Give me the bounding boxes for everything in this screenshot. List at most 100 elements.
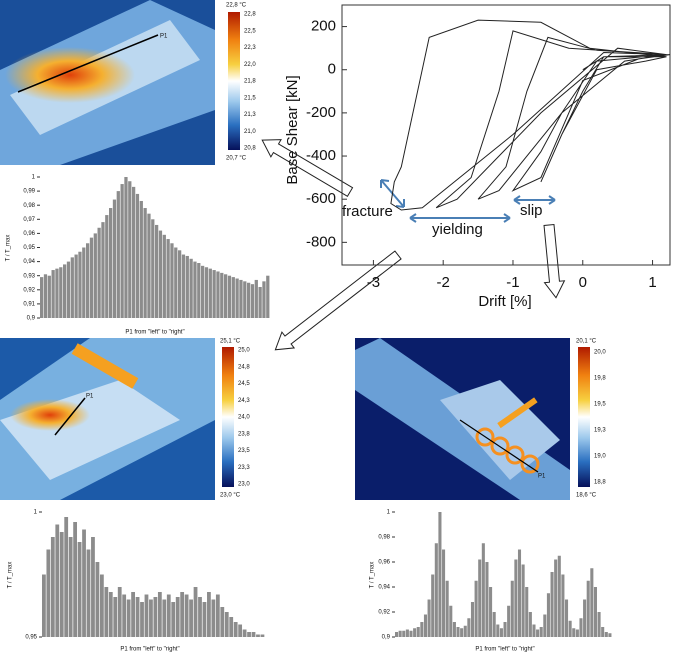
bar bbox=[162, 599, 167, 637]
bar bbox=[42, 574, 46, 637]
colorbar-tick-label: 23,5 bbox=[238, 448, 250, 454]
bar bbox=[247, 282, 251, 318]
y-tick-label: 0,95 bbox=[23, 245, 35, 251]
bar bbox=[78, 251, 82, 318]
y-tick-label: 0,97 bbox=[23, 217, 35, 223]
bar bbox=[463, 625, 467, 637]
bar bbox=[492, 612, 496, 637]
bar bbox=[166, 594, 171, 637]
bar bbox=[402, 630, 406, 637]
bar bbox=[220, 272, 224, 318]
colorbar-tick-label: 22,0 bbox=[244, 62, 256, 68]
bar bbox=[143, 208, 147, 318]
x-tick-label: 1 bbox=[648, 274, 656, 291]
y-tick-label: 0,92 bbox=[378, 610, 390, 616]
bar bbox=[554, 559, 558, 637]
colorbar-tick-label: 20,0 bbox=[594, 350, 606, 356]
bar bbox=[427, 599, 431, 637]
y-tick-label: 0,96 bbox=[378, 560, 390, 566]
colorbar-tick-label: 18,8 bbox=[594, 480, 606, 486]
bar bbox=[101, 222, 105, 318]
colorbar bbox=[228, 12, 240, 150]
bar bbox=[398, 630, 402, 637]
bar bbox=[66, 261, 71, 318]
bar bbox=[250, 284, 255, 318]
bar bbox=[89, 237, 94, 318]
bar bbox=[135, 193, 140, 318]
bar bbox=[409, 630, 413, 637]
bar bbox=[215, 594, 220, 637]
bar bbox=[63, 264, 67, 318]
bar bbox=[514, 559, 518, 637]
y-axis-label: T / T_max bbox=[6, 235, 12, 262]
colorbar-tick-label: 24,3 bbox=[238, 398, 250, 404]
bar bbox=[122, 594, 127, 637]
plot-frame bbox=[341, 4, 671, 266]
bar bbox=[561, 574, 565, 637]
bar bbox=[597, 612, 601, 637]
bar bbox=[50, 537, 55, 637]
marker-label: P1 bbox=[160, 34, 168, 40]
bar bbox=[59, 267, 63, 318]
bar bbox=[220, 607, 225, 637]
bar bbox=[481, 543, 485, 637]
thermal-image: P1 22,8 °C 20,7 °C bbox=[0, 0, 247, 165]
bar bbox=[158, 230, 163, 318]
colorbar bbox=[222, 347, 234, 487]
bar bbox=[474, 580, 478, 637]
bar bbox=[40, 277, 44, 318]
bar bbox=[251, 632, 256, 637]
bar bbox=[528, 612, 532, 637]
bar bbox=[212, 270, 216, 318]
bar bbox=[546, 593, 550, 637]
bar bbox=[105, 215, 109, 318]
y-tick-label: 1 bbox=[387, 510, 391, 516]
bar bbox=[467, 618, 471, 637]
y-tick-label: 0,98 bbox=[23, 203, 35, 209]
x-tick-label: -1 bbox=[506, 274, 519, 291]
bar bbox=[256, 634, 260, 637]
y-tick-label: -600 bbox=[306, 190, 336, 207]
bar bbox=[449, 605, 453, 637]
bar bbox=[70, 257, 74, 318]
colorbar-tick-label: 23,3 bbox=[238, 465, 250, 471]
scale-min: 23,0 °C bbox=[220, 493, 241, 499]
y-tick-label: 0,9 bbox=[382, 635, 391, 641]
marker-label: P1 bbox=[86, 394, 94, 400]
bar bbox=[590, 568, 594, 637]
bar bbox=[224, 612, 229, 637]
bar bbox=[77, 542, 82, 637]
bar bbox=[207, 592, 211, 637]
bar bbox=[536, 629, 540, 637]
bar bbox=[93, 233, 97, 318]
bar bbox=[413, 628, 417, 637]
bar bbox=[149, 599, 153, 637]
thermal-image: P1 20,1 °C 18,6 °C bbox=[355, 338, 597, 500]
y-tick-label: 0,91 bbox=[23, 301, 35, 307]
bar bbox=[575, 629, 579, 637]
bar bbox=[438, 512, 442, 637]
bar bbox=[242, 629, 247, 637]
annotation: fracture bbox=[342, 203, 393, 220]
bar bbox=[442, 549, 446, 637]
bar bbox=[416, 627, 420, 637]
bar bbox=[572, 628, 576, 637]
bar bbox=[478, 559, 482, 637]
bar bbox=[139, 200, 143, 318]
bar bbox=[47, 275, 51, 318]
bar bbox=[583, 599, 587, 637]
bar bbox=[543, 614, 547, 637]
bar bbox=[496, 624, 500, 637]
scale-max: 20,1 °C bbox=[576, 339, 597, 345]
bar bbox=[178, 250, 182, 318]
x-tick-label: -3 bbox=[367, 274, 380, 291]
scale-max: 25,1 °C bbox=[220, 339, 241, 345]
bar bbox=[170, 243, 174, 318]
bar bbox=[510, 580, 514, 637]
bar bbox=[539, 627, 543, 637]
bar bbox=[166, 239, 170, 318]
bar bbox=[73, 522, 78, 637]
y-tick-label: -400 bbox=[306, 147, 336, 164]
annotation: yielding bbox=[432, 221, 483, 238]
